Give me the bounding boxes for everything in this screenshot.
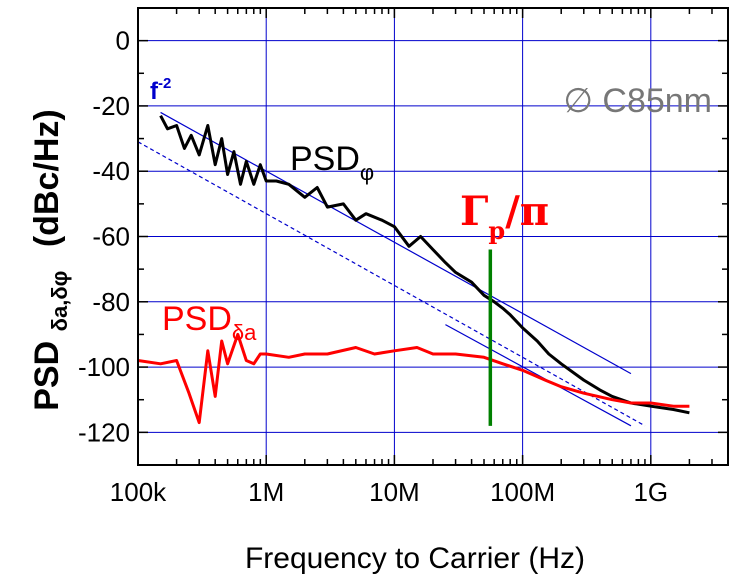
y-tick-label: -80 [92, 287, 130, 317]
series-layer [137, 115, 690, 425]
svg-text:PSD δa,δφ (dBc/Hz): PSD δa,δφ (dBc/Hz) [28, 109, 75, 411]
grid-lines [137, 8, 728, 465]
y-tick-label: -100 [78, 352, 130, 382]
x-tick-label: 10M [369, 477, 420, 507]
y-axis-title-main: PSD [28, 341, 66, 411]
fit-lines [137, 111, 646, 427]
fit-line [137, 141, 646, 427]
slope-annotation: f-2 [150, 75, 171, 105]
series-psd-phi [159, 115, 690, 415]
axis-ticks [137, 7, 729, 466]
sample-label: ∅ C85nm [563, 82, 712, 120]
x-axis-title: Frequency to Carrier (Hz) [245, 542, 585, 575]
psd-amp-label: PSDδa [162, 300, 257, 345]
x-tick-label: 100M [490, 477, 555, 507]
fit-line [160, 111, 632, 375]
y-tick-label: -40 [92, 156, 130, 186]
y-axis-title: PSD δa,δφ (dBc/Hz) [28, 109, 75, 411]
psd-phi-label: PSDφ [290, 140, 374, 185]
fit-line [445, 324, 632, 427]
y-tick-label: -20 [92, 91, 130, 121]
y-tick-label: -120 [78, 417, 130, 447]
y-tick-label: -60 [92, 222, 130, 252]
x-tick-label: 1M [248, 477, 284, 507]
x-tick-label: 1G [633, 477, 668, 507]
series-psd-amp [137, 332, 690, 425]
y-tick-label: 0 [116, 26, 130, 56]
tick-labels: 100k 1M 10M 100M 1G 0 -20 -40 -60 -80 -100 -120 [78, 26, 668, 507]
gamma-label: Γp/π [460, 188, 549, 245]
x-tick-label: 100k [110, 477, 167, 507]
y-axis-title-unit: (dBc/Hz) [28, 109, 66, 247]
y-axis-title-sub: δa,δφ [47, 271, 72, 332]
